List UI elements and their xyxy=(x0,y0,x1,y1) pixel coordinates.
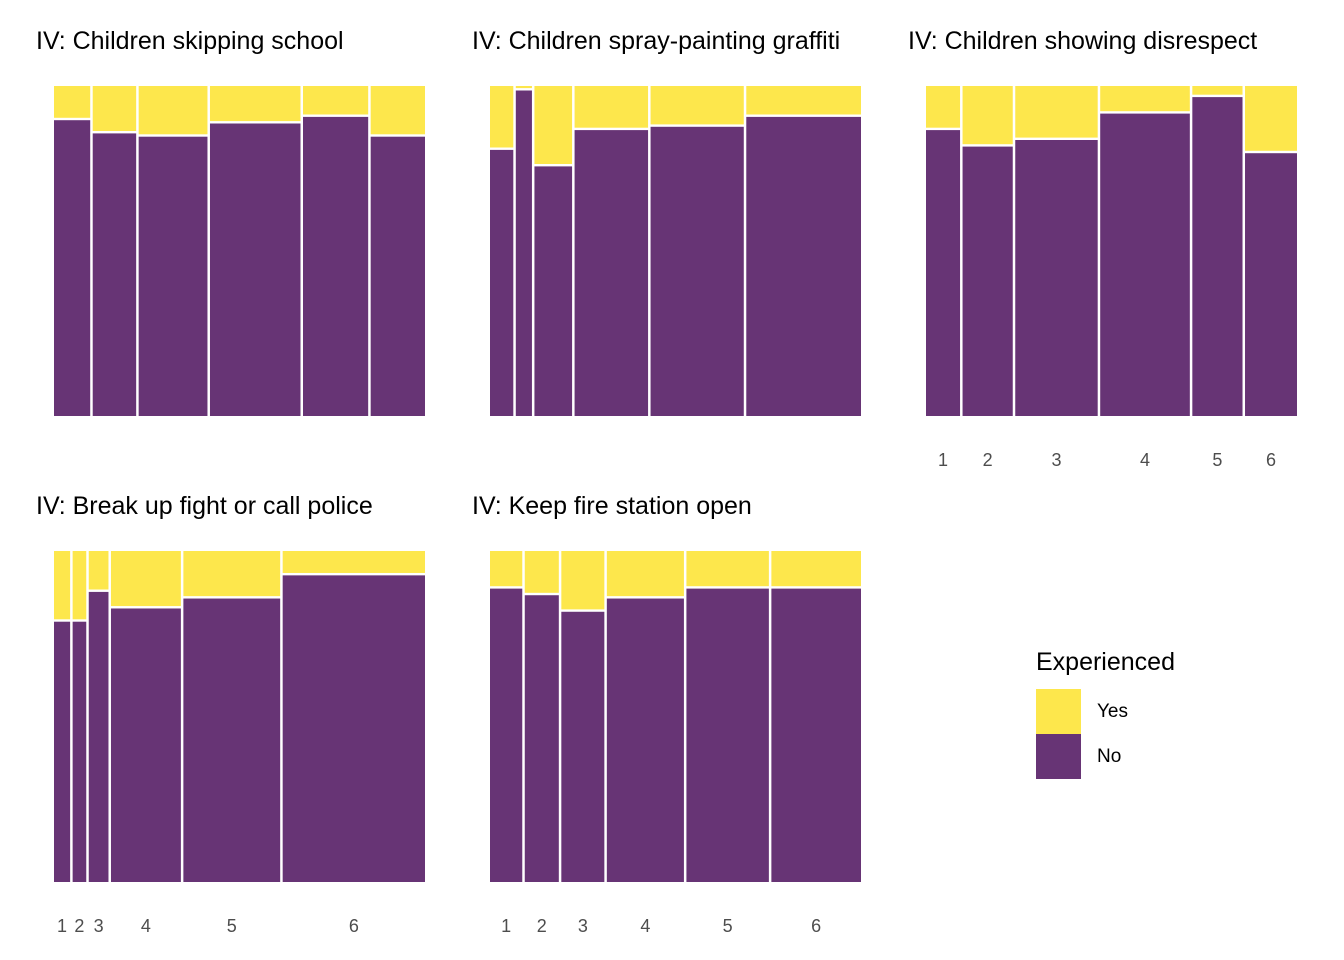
bar-yes-5 xyxy=(303,86,369,115)
bar-yes-3 xyxy=(1015,86,1098,138)
bar-no-5 xyxy=(686,588,769,882)
x-tick-label: 1 xyxy=(501,916,511,936)
x-tick-label: 6 xyxy=(349,916,359,936)
bar-no-6 xyxy=(370,136,425,416)
panel-2: 1 2 3 4 5 6 xyxy=(926,86,1297,470)
bar-yes-5 xyxy=(686,551,769,587)
bar-yes-4 xyxy=(110,551,181,607)
bar-no-6 xyxy=(282,575,425,882)
bar-yes-2 xyxy=(92,86,137,131)
bar-yes-1 xyxy=(926,86,961,128)
bar-yes-1 xyxy=(490,86,514,148)
panel-1 xyxy=(490,86,861,417)
bar-no-2 xyxy=(92,133,137,416)
bar-no-3 xyxy=(138,136,208,416)
bar-no-1 xyxy=(490,588,523,882)
bar-yes-1 xyxy=(54,86,91,118)
bar-yes-2 xyxy=(524,551,559,593)
bar-yes-6 xyxy=(370,86,425,135)
bar-no-5 xyxy=(650,126,744,417)
legend-item-no: No xyxy=(1036,734,1175,779)
bar-yes-5 xyxy=(1192,86,1243,95)
bar-no-4 xyxy=(574,130,649,416)
legend: Experienced Yes No xyxy=(1036,648,1175,779)
legend-key-yes xyxy=(1036,689,1081,734)
bar-no-4 xyxy=(1100,113,1190,416)
bar-yes-4 xyxy=(606,551,684,597)
bar-yes-1 xyxy=(490,551,523,587)
bar-no-2 xyxy=(962,146,1013,416)
bar-yes-3 xyxy=(561,551,605,610)
bar-no-3 xyxy=(534,166,573,416)
bar-no-5 xyxy=(303,116,369,417)
x-tick-label: 5 xyxy=(1212,450,1222,470)
bar-no-2 xyxy=(72,621,87,882)
x-tick-label: 6 xyxy=(1266,450,1276,470)
x-tick-label: 3 xyxy=(578,916,588,936)
legend-title: Experienced xyxy=(1036,648,1175,676)
x-tick-label: 6 xyxy=(811,916,821,936)
bar-yes-4 xyxy=(574,86,649,128)
x-tick-label: 4 xyxy=(640,916,650,936)
bar-no-2 xyxy=(515,90,532,416)
panel-title-disrespect: IV: Children showing disrespect xyxy=(908,27,1258,55)
bar-no-3 xyxy=(88,591,109,882)
bar-yes-6 xyxy=(771,551,861,587)
bar-yes-5 xyxy=(650,86,744,125)
bar-no-3 xyxy=(561,611,605,882)
bar-no-1 xyxy=(54,120,91,416)
legend-label-no: No xyxy=(1097,745,1122,767)
x-tick-label: 2 xyxy=(74,916,84,936)
bar-yes-3 xyxy=(138,86,208,135)
x-tick-label: 5 xyxy=(723,916,733,936)
panel-title-fight-police: IV: Break up fight or call police xyxy=(36,492,373,520)
bar-yes-5 xyxy=(183,551,281,597)
bar-no-5 xyxy=(1192,97,1243,416)
legend-item-yes: Yes xyxy=(1036,689,1175,734)
bar-no-1 xyxy=(926,130,961,416)
x-tick-label: 3 xyxy=(94,916,104,936)
bar-yes-1 xyxy=(54,551,71,620)
bar-yes-4 xyxy=(1100,86,1190,112)
panel-title-fire-station: IV: Keep fire station open xyxy=(472,492,752,520)
bar-no-4 xyxy=(209,123,301,416)
x-tick-label: 4 xyxy=(141,916,151,936)
bar-no-1 xyxy=(490,149,514,416)
panel-title-graffiti: IV: Children spray-painting graffiti xyxy=(472,27,841,55)
bar-no-3 xyxy=(1015,140,1098,416)
panel-title-skipping-school: IV: Children skipping school xyxy=(36,27,344,55)
x-tick-label: 1 xyxy=(938,450,948,470)
bar-no-5 xyxy=(183,598,281,882)
legend-label-yes: Yes xyxy=(1097,700,1128,722)
x-tick-label: 4 xyxy=(1140,450,1150,470)
bar-yes-3 xyxy=(88,551,109,590)
bar-no-1 xyxy=(54,621,71,882)
bar-yes-6 xyxy=(282,551,425,573)
bar-no-6 xyxy=(771,588,861,882)
legend-key-no xyxy=(1036,734,1081,779)
bar-no-4 xyxy=(110,608,181,882)
bar-yes-2 xyxy=(72,551,87,620)
bar-no-4 xyxy=(606,598,684,882)
bar-yes-2 xyxy=(515,86,532,89)
bar-no-6 xyxy=(746,116,861,417)
x-tick-label: 5 xyxy=(227,916,237,936)
x-tick-label: 2 xyxy=(983,450,993,470)
bar-yes-6 xyxy=(746,86,861,115)
bar-no-6 xyxy=(1245,153,1297,416)
x-tick-label: 2 xyxy=(537,916,547,936)
x-tick-label: 1 xyxy=(57,916,67,936)
bar-yes-3 xyxy=(534,86,573,164)
panel-0 xyxy=(54,86,425,417)
bar-yes-6 xyxy=(1245,86,1297,151)
x-tick-label: 3 xyxy=(1051,450,1061,470)
bar-yes-4 xyxy=(209,86,301,122)
bar-no-2 xyxy=(524,595,559,882)
panel-4: 1 2 3 4 5 6 xyxy=(490,551,861,936)
bar-yes-2 xyxy=(962,86,1013,145)
